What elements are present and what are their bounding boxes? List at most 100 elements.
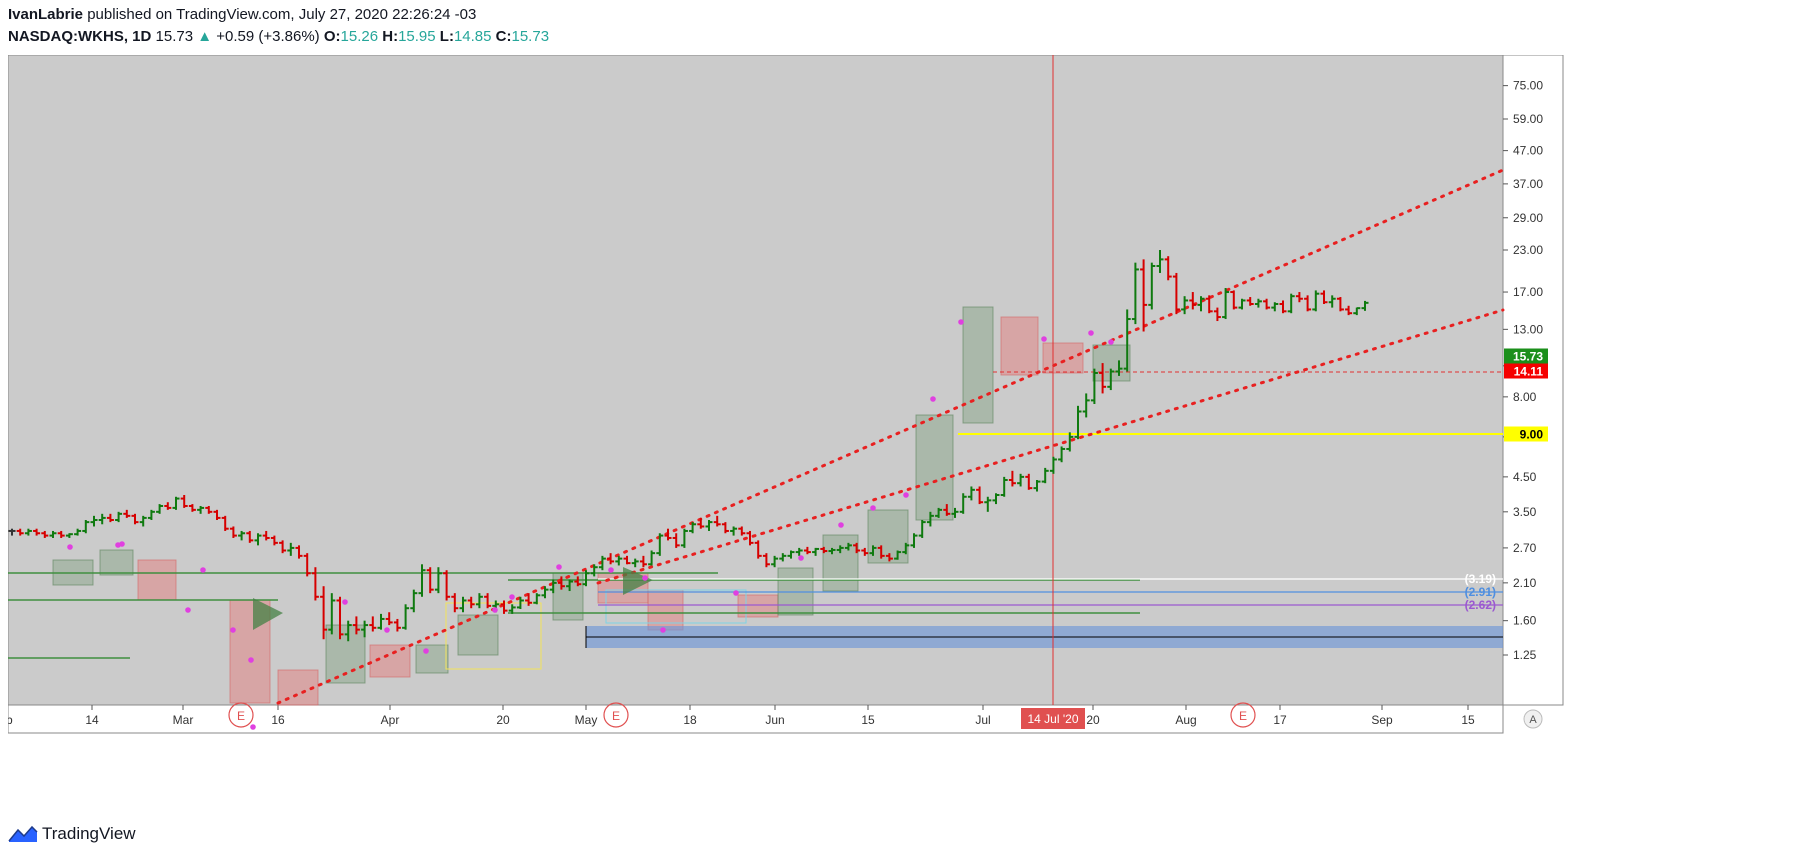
tradingview-footer[interactable]: TradingView <box>8 824 136 844</box>
ohlc-bar <box>582 570 590 587</box>
ohlc-bar <box>648 550 656 566</box>
y-tick-label: 59.00 <box>1513 112 1543 126</box>
signal-dot <box>608 567 614 573</box>
ohlc-bar <box>180 494 188 508</box>
highlight-box <box>445 602 542 670</box>
ohlc-bar <box>1140 259 1148 332</box>
publish-info: IvanLabrie published on TradingView.com,… <box>8 6 476 23</box>
ohlc-bar <box>557 576 565 590</box>
ohlc-bar <box>361 620 369 638</box>
x-tick-label: 18 <box>683 713 697 727</box>
ohlc-bar <box>1025 473 1033 490</box>
ohlc-bar <box>139 515 147 527</box>
ohlc-bar <box>1074 405 1082 440</box>
ohlc-bar <box>500 600 508 614</box>
earnings-marker-icon <box>1230 702 1256 728</box>
ohlc-bar <box>697 517 705 529</box>
level-label: (2.91) <box>1465 585 1496 599</box>
ohlc-bar <box>1238 298 1246 310</box>
earnings-label: E <box>1239 709 1247 723</box>
ohlc-bar <box>541 586 549 599</box>
ohlc-bar <box>1361 300 1369 311</box>
ohlc-bar <box>1197 296 1205 312</box>
x-tick-label: eb <box>8 713 13 727</box>
x-tick-label: 15 <box>861 713 875 727</box>
ohlc-bar <box>295 545 303 559</box>
ohlc-bar <box>508 604 516 614</box>
ohlc-bar <box>1033 479 1041 492</box>
ohlc-bar <box>49 530 57 538</box>
ohlc-bar <box>533 593 541 605</box>
ohlc-bar <box>1172 272 1180 315</box>
ohlc-bar <box>1254 298 1262 308</box>
signal-dot <box>838 522 844 528</box>
ohlc-bar <box>1279 300 1287 314</box>
x-tick-label: 16 <box>271 713 285 727</box>
ohlc-bar <box>82 520 90 534</box>
ohlc-bar <box>705 520 713 531</box>
auto-scale-label: A <box>1529 714 1537 726</box>
signal-dot <box>342 599 348 605</box>
ohlc-bar <box>689 522 697 534</box>
ohlc-bar <box>1181 296 1189 315</box>
ohlc-bar <box>156 504 164 514</box>
earnings-label: E <box>612 709 620 723</box>
low-label: L: <box>439 28 454 45</box>
ohlc-bar <box>959 493 967 514</box>
ohlc-bar <box>943 504 951 516</box>
y-tick-label: 1.25 <box>1513 648 1537 662</box>
ohlc-bar <box>188 504 196 512</box>
close-value: 15.73 <box>511 28 550 45</box>
ohlc-bar <box>721 522 729 534</box>
ohlc-bar <box>516 596 524 610</box>
zone-box <box>867 509 909 564</box>
ohlc-bar <box>615 555 623 566</box>
signal-arrow <box>623 567 653 595</box>
ohlc-bar <box>98 513 106 525</box>
tradingview-brand: TradingView <box>42 824 136 843</box>
y-tick-label: 23.00 <box>1513 243 1543 257</box>
y-tick-label: 75.00 <box>1513 79 1543 93</box>
ohlc-bar <box>369 616 377 632</box>
zone-box <box>1000 316 1039 376</box>
ohlc-bar <box>976 486 984 505</box>
y-tick-label: 17.00 <box>1513 285 1543 299</box>
ohlc-bar <box>1304 295 1312 312</box>
ohlc-bar <box>623 555 631 565</box>
price-label-bg <box>1504 426 1548 442</box>
auto-scale-button[interactable] <box>1523 709 1543 729</box>
signal-dot <box>958 319 964 325</box>
ohlc-bar <box>74 528 82 536</box>
signal-dot <box>798 555 804 561</box>
signal-dot <box>492 607 498 613</box>
ohlc-bar <box>246 530 254 543</box>
ohlc-bar <box>8 528 16 536</box>
ohlc-bar <box>33 528 41 536</box>
ohlc-bar <box>1189 292 1197 310</box>
zone-box <box>99 549 134 576</box>
ohlc-bar <box>410 589 418 613</box>
ohlc-bar <box>607 553 615 565</box>
ohlc-bar <box>926 511 934 527</box>
ohlc-bar <box>1090 368 1098 404</box>
ohlc-bar <box>951 507 959 518</box>
signal-dot <box>230 627 236 633</box>
ohlc-bar <box>1213 307 1221 322</box>
symbol-name[interactable]: NASDAQ:WKHS, 1D <box>8 28 152 45</box>
earnings-marker-icon <box>228 702 254 728</box>
y-tick-label: 1.60 <box>1513 614 1537 628</box>
price-label-bg <box>1504 363 1548 379</box>
high-label: H: <box>382 28 399 45</box>
price-axis-background <box>1502 55 1564 706</box>
ohlc-bar <box>877 545 885 559</box>
signal-dot <box>660 627 666 633</box>
author-name[interactable]: IvanLabrie <box>8 6 84 23</box>
x-tick-label: 17 <box>1273 713 1287 727</box>
price-chart[interactable]: 75.00 59.00 47.00 37.00 29.00 23.00 17.00 13.00… <box>8 55 1788 815</box>
ohlc-bar <box>434 567 442 594</box>
ohlc-bar <box>631 558 639 568</box>
ohlc-bar <box>861 547 869 556</box>
ohlc-bar <box>328 593 336 635</box>
y-tick-label: 4.50 <box>1513 470 1537 484</box>
ohlc-bar <box>803 546 811 555</box>
